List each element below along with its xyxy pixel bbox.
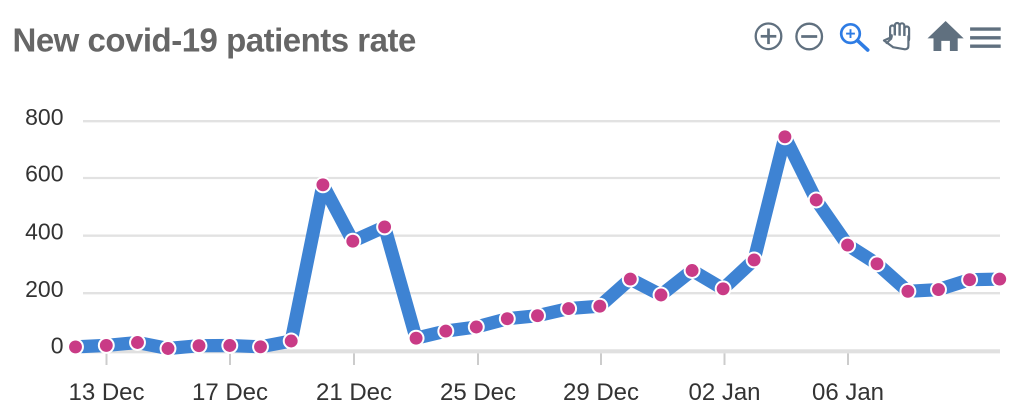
svg-text:17 Dec: 17 Dec — [192, 379, 268, 406]
svg-text:06 Jan: 06 Jan — [812, 379, 884, 406]
svg-text:02 Jan: 02 Jan — [688, 379, 760, 406]
svg-text:800: 800 — [25, 104, 63, 130]
svg-text:600: 600 — [25, 161, 63, 187]
svg-text:0: 0 — [51, 333, 64, 359]
svg-text:21 Dec: 21 Dec — [316, 379, 392, 406]
svg-text:200: 200 — [25, 276, 63, 302]
svg-text:25 Dec: 25 Dec — [440, 379, 516, 406]
svg-text:29 Dec: 29 Dec — [563, 379, 639, 406]
svg-text:400: 400 — [25, 218, 63, 244]
svg-text:13 Dec: 13 Dec — [68, 379, 144, 406]
svg-text:New covid-19 patients rate: New covid-19 patients rate — [13, 21, 416, 58]
